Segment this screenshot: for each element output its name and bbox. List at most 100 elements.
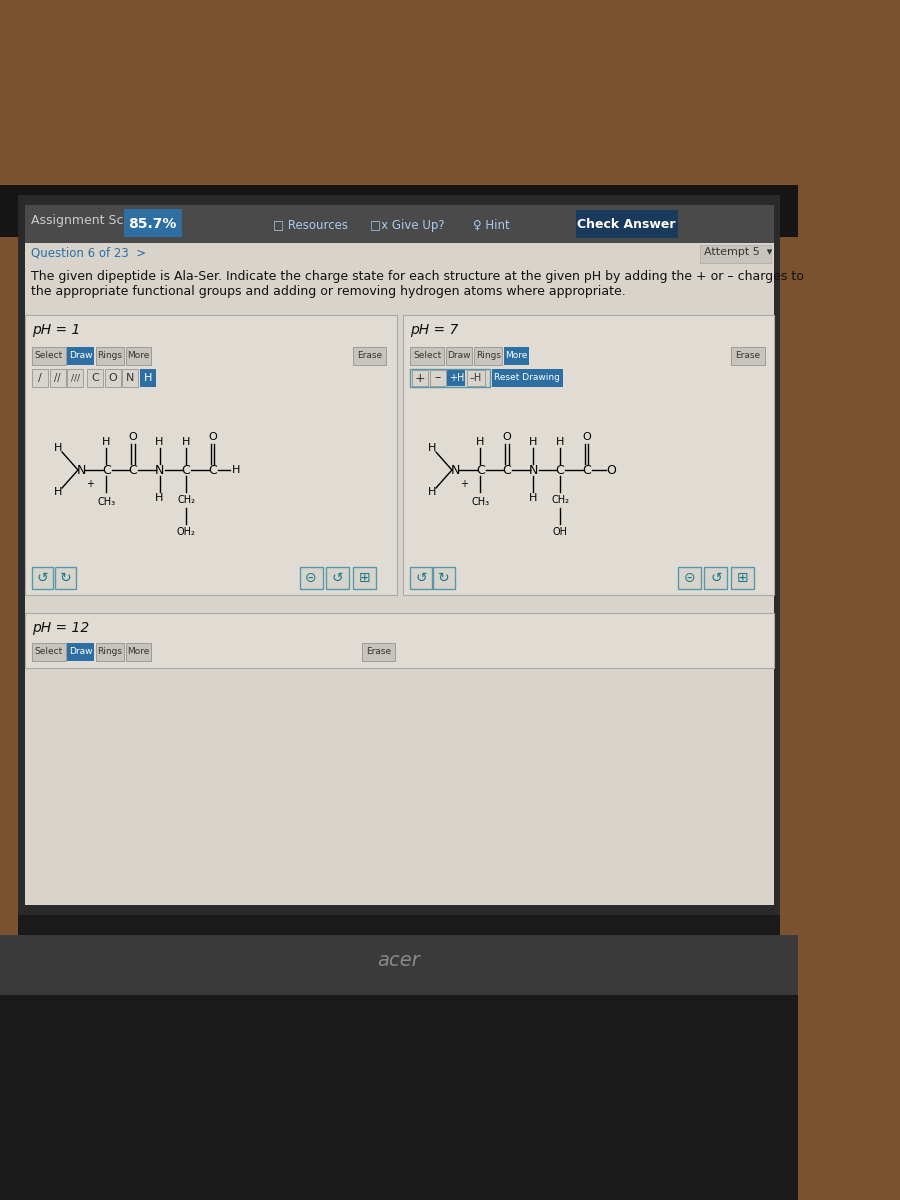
Bar bbox=[0, 995, 797, 1200]
Text: C: C bbox=[582, 463, 591, 476]
Bar bbox=[68, 643, 94, 661]
Text: ♀ Hint: ♀ Hint bbox=[473, 218, 510, 232]
Text: Rings: Rings bbox=[97, 648, 122, 656]
Text: +H: +H bbox=[449, 373, 464, 383]
Bar bbox=[430, 370, 446, 386]
Text: H: H bbox=[556, 437, 564, 446]
Bar bbox=[124, 209, 182, 236]
Text: +: + bbox=[460, 479, 468, 490]
Text: □ Resources: □ Resources bbox=[273, 218, 347, 232]
Text: CH₃: CH₃ bbox=[472, 497, 490, 506]
Text: pH = 1: pH = 1 bbox=[32, 323, 80, 337]
Text: C: C bbox=[129, 463, 138, 476]
Text: the appropriate functional groups and adding or removing hydrogen atoms where ap: the appropriate functional groups and ad… bbox=[31, 284, 626, 298]
Bar bbox=[731, 566, 754, 589]
Text: Select: Select bbox=[413, 352, 441, 360]
Text: More: More bbox=[127, 648, 149, 656]
Text: acer: acer bbox=[377, 950, 420, 970]
Bar bbox=[25, 314, 397, 595]
Text: C: C bbox=[91, 373, 99, 383]
Bar bbox=[353, 347, 386, 365]
Bar bbox=[104, 370, 121, 386]
Text: O: O bbox=[208, 432, 217, 442]
Text: H: H bbox=[156, 493, 164, 503]
Bar bbox=[25, 242, 774, 265]
Bar bbox=[32, 347, 66, 365]
Bar bbox=[50, 370, 66, 386]
Text: ↺: ↺ bbox=[332, 571, 344, 584]
Bar bbox=[491, 370, 562, 386]
Text: Assignment Score:: Assignment Score: bbox=[31, 214, 148, 227]
Bar bbox=[362, 643, 395, 661]
Bar bbox=[403, 314, 774, 595]
Text: Rings: Rings bbox=[97, 352, 122, 360]
Bar bbox=[300, 566, 322, 589]
Bar bbox=[25, 613, 774, 668]
Text: 85.7%: 85.7% bbox=[128, 217, 176, 230]
Text: N: N bbox=[76, 463, 86, 476]
Bar bbox=[95, 643, 124, 661]
Text: N: N bbox=[126, 373, 134, 383]
Text: Erase: Erase bbox=[357, 352, 382, 360]
Text: CH₂: CH₂ bbox=[177, 494, 195, 505]
Text: C: C bbox=[555, 463, 564, 476]
Bar bbox=[474, 347, 502, 365]
Text: N: N bbox=[155, 463, 164, 476]
Text: N: N bbox=[529, 463, 538, 476]
Text: C: C bbox=[102, 463, 111, 476]
Text: pH = 12: pH = 12 bbox=[32, 622, 89, 635]
Text: N: N bbox=[451, 463, 460, 476]
Text: Draw: Draw bbox=[69, 352, 93, 360]
Bar bbox=[32, 643, 66, 661]
Bar bbox=[0, 185, 797, 236]
Text: CH₃: CH₃ bbox=[97, 497, 115, 506]
Text: O: O bbox=[607, 463, 616, 476]
Bar bbox=[25, 205, 774, 242]
Text: OH: OH bbox=[553, 527, 568, 538]
Text: H: H bbox=[529, 493, 537, 503]
Text: O: O bbox=[502, 432, 511, 442]
Text: Attempt 5  ▾: Attempt 5 ▾ bbox=[705, 247, 773, 257]
Text: Reset Drawing: Reset Drawing bbox=[494, 373, 560, 383]
Text: O: O bbox=[129, 432, 138, 442]
Bar bbox=[700, 245, 771, 263]
Bar bbox=[126, 347, 150, 365]
Bar bbox=[32, 566, 53, 589]
Bar bbox=[353, 566, 375, 589]
Bar bbox=[504, 347, 529, 365]
Text: C: C bbox=[182, 463, 191, 476]
Bar bbox=[731, 347, 765, 365]
Text: Erase: Erase bbox=[735, 352, 760, 360]
Text: ⊝: ⊝ bbox=[305, 571, 317, 584]
Text: OH₂: OH₂ bbox=[176, 527, 195, 538]
Bar bbox=[68, 347, 94, 365]
Text: +: + bbox=[86, 479, 94, 490]
Text: H: H bbox=[529, 437, 537, 446]
Text: Check Answer: Check Answer bbox=[577, 217, 676, 230]
Bar bbox=[467, 370, 485, 386]
Text: H: H bbox=[231, 464, 240, 475]
Text: H: H bbox=[102, 437, 111, 446]
Text: O: O bbox=[108, 373, 117, 383]
Text: Select: Select bbox=[34, 648, 63, 656]
Text: ↺: ↺ bbox=[37, 571, 49, 584]
Text: Rings: Rings bbox=[476, 352, 500, 360]
Text: H: H bbox=[144, 373, 152, 383]
Bar bbox=[576, 210, 678, 238]
Text: H: H bbox=[476, 437, 484, 446]
Text: H: H bbox=[428, 443, 436, 452]
Bar bbox=[25, 266, 774, 308]
Bar bbox=[433, 566, 454, 589]
Text: Select: Select bbox=[34, 352, 63, 360]
Bar bbox=[18, 914, 779, 935]
Bar bbox=[705, 566, 727, 589]
Text: H: H bbox=[182, 437, 190, 446]
Text: /: / bbox=[38, 373, 41, 383]
Bar bbox=[326, 566, 349, 589]
Text: //: // bbox=[54, 373, 61, 383]
Bar bbox=[0, 935, 797, 995]
Text: ↻: ↻ bbox=[59, 571, 71, 584]
Bar bbox=[412, 370, 428, 386]
Text: C: C bbox=[476, 463, 484, 476]
Text: ↺: ↺ bbox=[710, 571, 722, 584]
